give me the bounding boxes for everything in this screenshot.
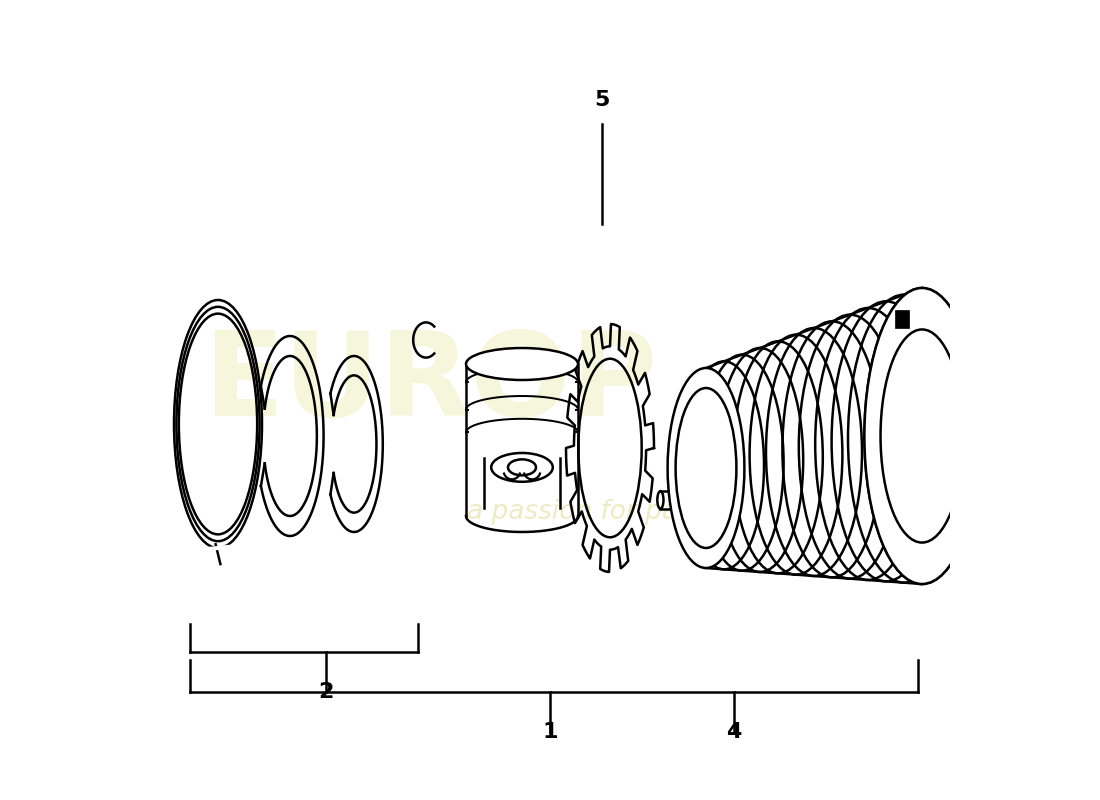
Bar <box>894 310 910 328</box>
Text: 1: 1 <box>542 722 558 742</box>
Ellipse shape <box>686 491 693 509</box>
Text: 4: 4 <box>726 722 741 742</box>
Text: 5: 5 <box>594 90 609 110</box>
Ellipse shape <box>865 288 980 584</box>
Text: a passion for parts: a passion for parts <box>468 499 713 525</box>
Ellipse shape <box>466 348 578 380</box>
Text: EUROP: EUROP <box>202 326 657 442</box>
Ellipse shape <box>668 368 745 568</box>
Text: 2: 2 <box>318 682 333 702</box>
Ellipse shape <box>675 388 736 548</box>
